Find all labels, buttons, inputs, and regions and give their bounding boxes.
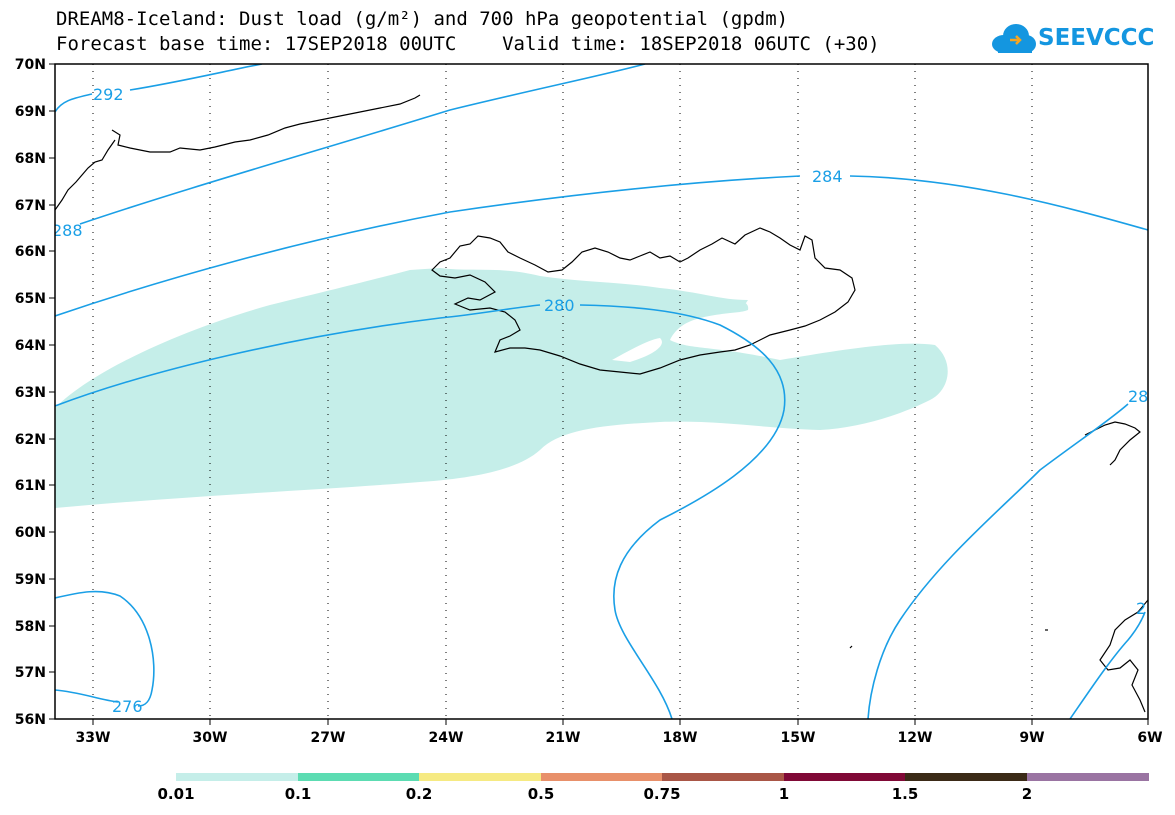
contour-280 [55,304,786,719]
colorbar-swatch [298,773,419,781]
lat-label: 58N [15,619,46,635]
colorbar-label: 0.01 [157,785,195,803]
contour-right1 [867,403,1129,719]
lat-label: 57N [15,665,46,681]
lat-label: 70N [15,57,46,73]
contour-label-28-a: 28 [1128,387,1148,406]
lat-label: 60N [15,525,46,541]
lat-label: 59N [15,572,46,588]
colorbar-label: 1 [778,785,790,803]
lon-label: 15W [781,730,816,746]
lon-label: 9W [1019,730,1044,746]
lon-label: 6W [1137,730,1162,746]
contour-label-284: 284 [812,167,843,186]
lon-label: 21W [546,730,581,746]
lat-label: 67N [15,198,46,214]
colorbar-swatch [419,773,541,781]
lat-label: 65N [15,291,46,307]
lon-label: 18W [663,730,698,746]
colorbar-swatch [541,773,662,781]
colorbar-label: 1.5 [891,785,919,803]
colorbar-swatch [176,773,298,781]
lat-label: 69N [15,104,46,120]
lat-label: 63N [15,385,46,401]
lon-label: 33W [76,730,111,746]
colorbar-label: 0.2 [405,785,433,803]
dust-load-area [55,268,948,508]
contour-288 [79,64,646,225]
colorbar-label: 0.5 [527,785,555,803]
cloud-icon [992,24,1036,53]
lat-label: 62N [15,432,46,448]
faroe-coast [1084,421,1141,466]
contour-left [55,175,1148,317]
colorbar-swatch [784,773,905,781]
iceland-coast [431,227,856,375]
greenland-coast [111,94,421,153]
contour-292 [55,64,263,113]
contour-label-28-b: 28 [1136,599,1156,618]
colorbar-swatch [1027,773,1149,781]
coastlines [55,94,1148,713]
contour-label-280: 280 [544,296,575,315]
contour-label-276: 276 [112,697,143,716]
lat-label: 61N [15,478,46,494]
lon-label: 27W [311,730,346,746]
lat-label: 64N [15,338,46,354]
scotland-coast [1099,599,1148,713]
contour-276 [55,590,155,707]
lat-label: 56N [15,712,46,728]
lon-label: 30W [193,730,228,746]
colorbar-swatch [662,773,784,781]
colorbar [176,773,1149,781]
colorbar-label: 2 [1021,785,1033,803]
colorbar-swatch [905,773,1027,781]
seevccc-logo: SEEVCCC [990,20,1154,60]
colorbar-label: 0.75 [643,785,681,803]
lat-label: 66N [15,244,46,260]
contour-right2 [1069,611,1146,719]
contour-label-292: 292 [93,85,124,104]
chart-title: DREAM8-Iceland: Dust load (g/m²) and 700… [56,8,789,30]
lat-label: 68N [15,151,46,167]
logo-text: SEEVCCC [1038,25,1155,51]
colorbar-label: 0.1 [284,785,312,803]
lon-label: 12W [898,730,933,746]
contour-label-288: 288 [52,221,83,240]
chart-subtitle: Forecast base time: 17SEP2018 00UTC Vali… [56,33,880,55]
geopotential-contours [55,64,1148,719]
lon-label: 24W [429,730,464,746]
